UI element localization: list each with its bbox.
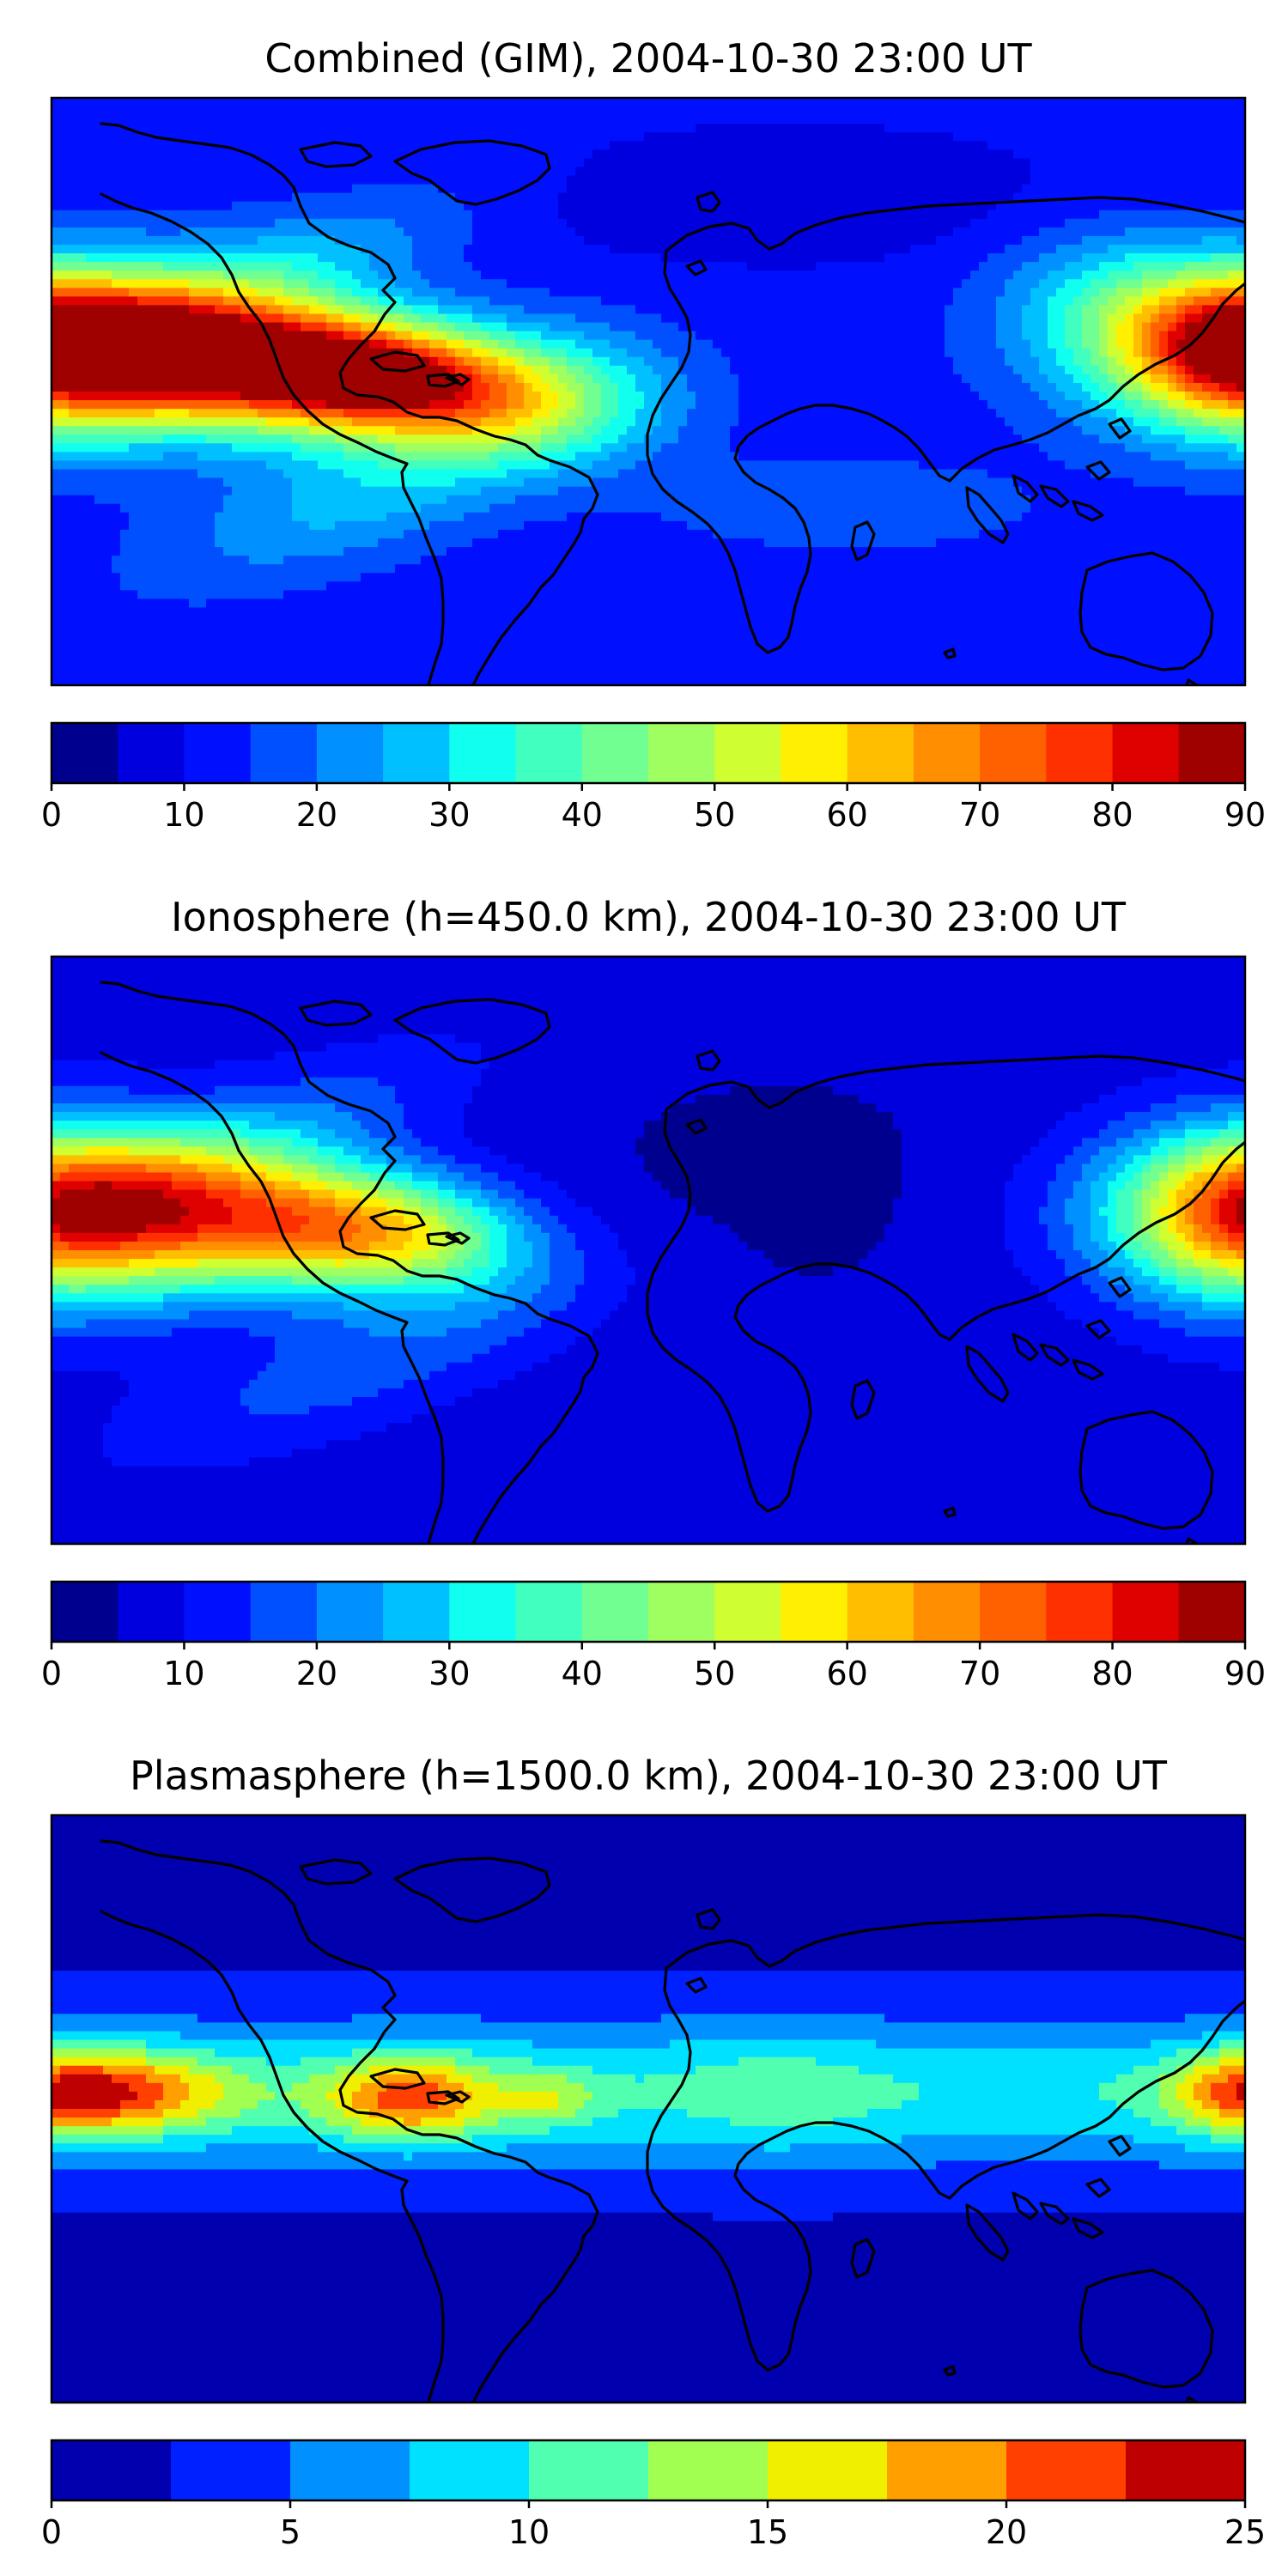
colorbar-segment [529, 2440, 649, 2500]
colorbar-segment [250, 723, 318, 783]
map-frame [50, 1814, 1247, 2404]
colorbar-segment [1126, 2440, 1246, 2500]
colorbar-segment [316, 723, 384, 783]
colorbar: 0 10 20 30 40 50 60 70 80 90 [41, 1580, 1266, 1692]
colorbar-segment [648, 2440, 769, 2500]
colorbar-frame [50, 721, 1247, 785]
colorbar-segment [980, 723, 1047, 783]
colorbar-tick-label: 60 [826, 1655, 867, 1692]
colorbar-segment [1046, 723, 1114, 783]
colorbar-tick-label: 10 [163, 796, 204, 834]
panel-title: Combined (GIM), 2004-10-30 23:00 UT [264, 35, 1032, 82]
colorbar-tick-label: 30 [428, 796, 470, 834]
panel-title: Plasmasphere (h=1500.0 km), 2004-10-30 2… [130, 1753, 1168, 1799]
colorbar-segment [1006, 2440, 1127, 2500]
colorbar-segment [383, 1582, 450, 1642]
colorbar-segment [913, 1582, 981, 1642]
colorbar-segment [184, 1582, 252, 1642]
colorbar-segment [980, 1582, 1047, 1642]
colorbar-segment [1046, 1582, 1114, 1642]
colorbar-segment [316, 1582, 384, 1642]
colorbar-segment [714, 723, 782, 783]
colorbar-tick-label: 10 [508, 2513, 550, 2551]
colorbar-segment [781, 723, 848, 783]
colorbar-tick-label: 40 [562, 1655, 603, 1692]
colorbar: 0 10 20 30 40 50 60 70 80 90 [41, 721, 1266, 834]
colorbar-segment [515, 1582, 583, 1642]
colorbar-tick-label: 60 [826, 796, 867, 834]
colorbar-segment [52, 723, 118, 783]
colorbar-segment [887, 2440, 1007, 2500]
colorbar-tick-label: 90 [1224, 1655, 1266, 1692]
panel-2: Ionosphere (h=450.0 km), 2004-10-30 23:0… [41, 894, 1266, 1692]
colorbar-tick-label: 20 [296, 796, 337, 834]
colorbar-segment [1112, 723, 1180, 783]
colorbar-segment [1178, 723, 1246, 783]
colorbar-frame [50, 2439, 1247, 2502]
colorbar-tick-label: 80 [1091, 1655, 1133, 1692]
colorbar-segment [410, 2440, 530, 2500]
colorbar-segment [52, 1582, 118, 1642]
map-field [52, 957, 1245, 1544]
colorbar-segment [847, 1582, 914, 1642]
colorbar-tick-label: 20 [986, 2513, 1027, 2551]
colorbar-segment [1178, 1582, 1246, 1642]
colorbar-tick-label: 10 [163, 1655, 204, 1692]
colorbar-tick-label: 40 [562, 796, 603, 834]
colorbar-tick-label: 90 [1224, 796, 1266, 834]
colorbar-tick-label: 30 [428, 1655, 470, 1692]
panel-title: Ionosphere (h=450.0 km), 2004-10-30 23:0… [171, 894, 1127, 940]
colorbar-segment [449, 723, 517, 783]
colorbar-segment [1112, 1582, 1180, 1642]
panel-1: Combined (GIM), 2004-10-30 23:00 UT 0 10 20… [41, 35, 1266, 834]
colorbar-tick-label: 20 [296, 1655, 337, 1692]
colorbar-segment [184, 723, 252, 783]
colorbar-segment [449, 1582, 517, 1642]
colorbar-segment [781, 1582, 848, 1642]
colorbar-segment [118, 723, 185, 783]
colorbar-segment [913, 723, 981, 783]
map-frame [50, 96, 1247, 687]
colorbar-segment [581, 723, 649, 783]
map-field [52, 98, 1245, 685]
map-frame [50, 955, 1247, 1546]
colorbar-tick-label: 50 [694, 1655, 735, 1692]
colorbar-frame [50, 1580, 1247, 1643]
colorbar-segment [847, 723, 914, 783]
colorbar-tick-label: 15 [747, 2513, 788, 2551]
colorbar-segment [581, 1582, 649, 1642]
colorbar-segment [171, 2440, 291, 2500]
colorbar-tick-label: 70 [959, 1655, 1000, 1692]
colorbar-segment [383, 723, 450, 783]
colorbar-segment [52, 2440, 172, 2500]
colorbar-segment [648, 723, 715, 783]
colorbar-tick-label: 70 [959, 796, 1000, 834]
colorbar-segment [768, 2440, 888, 2500]
colorbar-segment [648, 1582, 715, 1642]
colorbar-tick-label: 0 [41, 796, 62, 834]
colorbar-tick-label: 25 [1224, 2513, 1266, 2551]
colorbar-tick-label: 0 [41, 2513, 62, 2551]
colorbar-segment [290, 2440, 410, 2500]
colorbar-segment [250, 1582, 318, 1642]
colorbar-tick-label: 5 [280, 2513, 301, 2551]
panel-3: Plasmasphere (h=1500.0 km), 2004-10-30 2… [41, 1753, 1266, 2551]
colorbar-segment [515, 723, 583, 783]
colorbar-tick-label: 50 [694, 796, 735, 834]
colorbar-tick-label: 0 [41, 1655, 62, 1692]
colorbar-segment [714, 1582, 782, 1642]
colorbar-segment [118, 1582, 185, 1642]
colorbar-tick-label: 80 [1091, 796, 1133, 834]
colorbar: 0 5 10 15 20 25 [41, 2439, 1266, 2551]
map-field [52, 1815, 1245, 2403]
